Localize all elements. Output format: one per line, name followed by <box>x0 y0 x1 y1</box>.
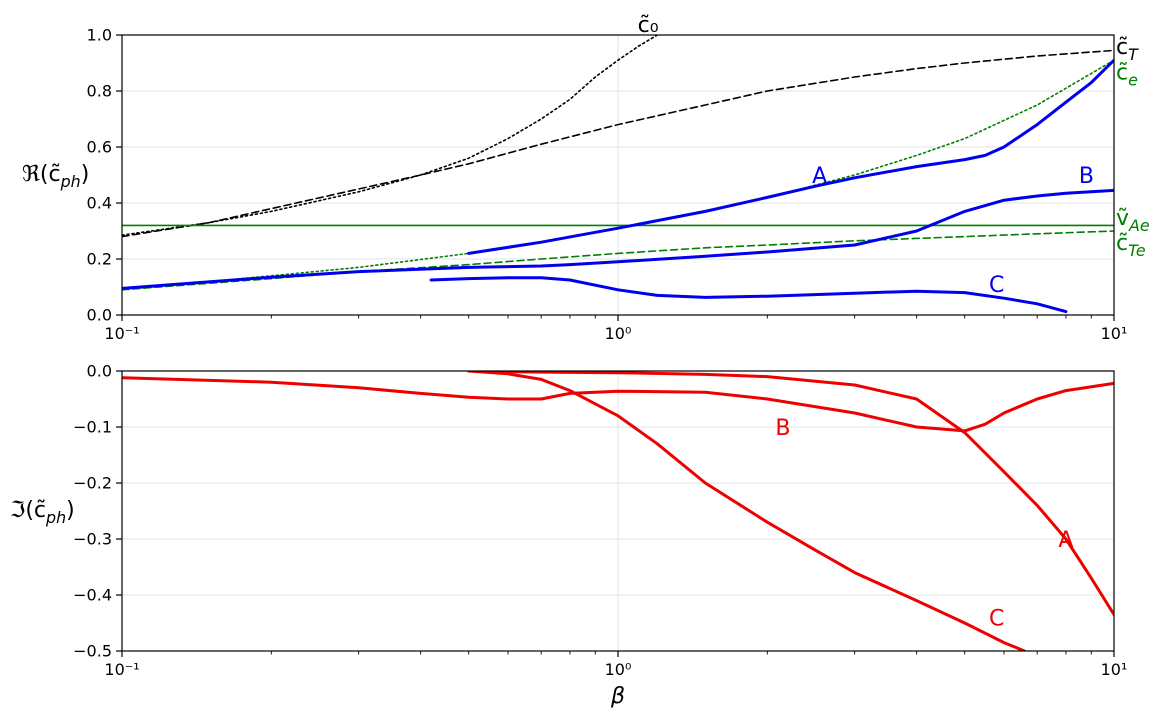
y-axis-label: ℜ(c̃ph) <box>22 162 89 191</box>
x-tick-label: 10⁰ <box>605 660 632 679</box>
bottom-plot-imaginary-part: 10⁻¹ 10⁰ 10¹ 0.0 −0.1 −0.2 −0.3 −0.4 −0.5 ℑ(c̃ph)… <box>10 362 1127 710</box>
annotation-label: c̃e <box>1116 60 1138 89</box>
series-line-a <box>467 371 1114 617</box>
series-line-a <box>467 58 1114 255</box>
y-tick-label: 0.2 <box>87 250 112 269</box>
x-tick-label: 10⁻¹ <box>104 660 139 679</box>
series-line-ct <box>122 49 1114 238</box>
annotation-label: ṽAe <box>1116 206 1150 235</box>
series-line-c <box>467 371 1026 651</box>
y-ticks: 0.0 0.2 0.4 0.6 0.8 1.0 <box>87 26 122 325</box>
top-plot-real-part: 10⁻¹ 10⁰ 10¹0.00.20.40.60.81.0ℜ(c̃ph)c̃₀c̃… <box>22 13 1150 343</box>
annotation-label: C <box>989 606 1004 631</box>
x-tick-label: 10¹ <box>1101 660 1128 679</box>
annotations: A B C <box>775 416 1073 631</box>
annotation-label: c̃T <box>1116 35 1139 64</box>
x-ticks: 10⁻¹ 10⁰ 10¹ <box>104 651 1127 679</box>
y-tick-label: 1.0 <box>87 26 112 45</box>
y-tick-label: −0.2 <box>73 474 112 493</box>
annotation-label: A <box>812 164 827 189</box>
series-line-ce <box>122 59 1114 291</box>
series-line-b <box>122 188 1114 290</box>
y-tick-label: −0.1 <box>73 418 112 437</box>
series-group <box>122 35 1114 314</box>
y-tick-label: −0.5 <box>73 642 112 661</box>
y-tick-label: 0.0 <box>87 362 112 381</box>
y-tick-label: −0.4 <box>73 586 112 605</box>
series-group <box>122 371 1114 651</box>
annotation-label: B <box>1079 164 1094 189</box>
series-line-c <box>429 276 1068 314</box>
annotation-label: C <box>989 273 1004 298</box>
x-tick-label: 10⁻¹ <box>104 324 139 343</box>
x-axis-label: β <box>610 684 625 709</box>
y-tick-label: 0.4 <box>87 194 112 213</box>
annotation-label: c̃₀ <box>638 13 659 38</box>
series-line-c <box>122 35 659 236</box>
series-line-b <box>122 376 1114 433</box>
y-ticks: 0.0 −0.1 −0.2 −0.3 −0.4 −0.5 <box>73 362 122 661</box>
y-tick-label: 0.0 <box>87 306 112 325</box>
y-tick-label: 0.8 <box>87 82 112 101</box>
annotation-label: B <box>775 416 790 441</box>
x-tick-label: 10⁰ <box>605 324 632 343</box>
annotation-label: A <box>1058 528 1073 553</box>
y-tick-label: 0.6 <box>87 138 112 157</box>
y-tick-label: −0.3 <box>73 530 112 549</box>
x-tick-label: 10¹ <box>1101 324 1128 343</box>
x-ticks: 10⁻¹ 10⁰ 10¹ <box>104 315 1127 343</box>
annotation-label: c̃Te <box>1116 231 1146 260</box>
grid-lines <box>121 370 1115 652</box>
y-axis-label: ℑ(c̃ph) <box>10 498 75 527</box>
grid-lines <box>121 34 1115 316</box>
